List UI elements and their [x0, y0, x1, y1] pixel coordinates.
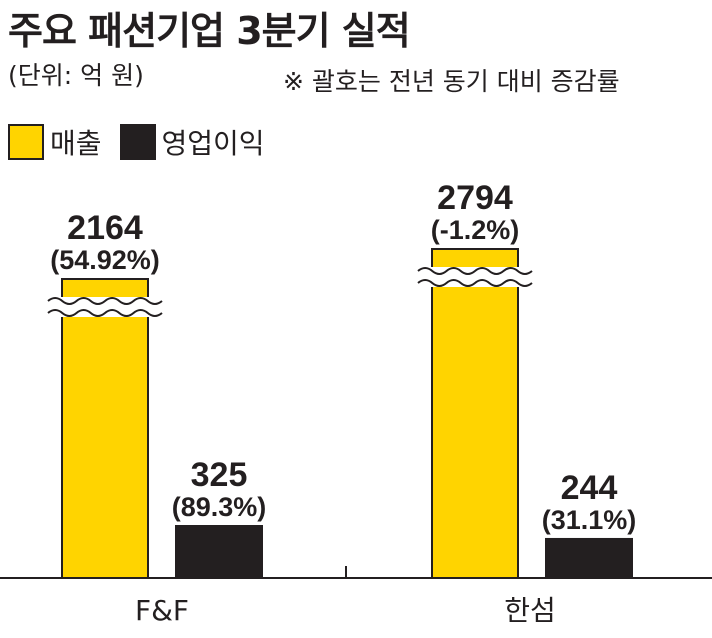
data-label-value-sales-ff: 2164 — [67, 209, 143, 247]
legend-swatch-sales — [8, 124, 44, 160]
unit-label: (단위: 억 원) — [8, 61, 144, 90]
data-label-value-sales-hansum: 2794 — [437, 179, 513, 217]
bar-operating-profit-ff — [175, 525, 263, 579]
axis-break-line-top-ff — [47, 297, 163, 305]
axis-break-band-hansum — [430, 267, 520, 287]
legend-item-sales: 매출 — [8, 122, 102, 162]
data-label-change-operating-profit-hansum: (31.1%) — [542, 505, 637, 535]
x-tick-label-ff: F&F — [135, 594, 189, 627]
legend-item-operating-profit: 영업이익 — [119, 122, 265, 162]
bar-operating-profit-hansum — [545, 537, 633, 580]
legend-label-operating-profit: 영업이익 — [161, 127, 265, 160]
data-label-value-operating-profit-ff: 325 — [191, 456, 248, 494]
legend: 매출 영업이익 — [8, 122, 283, 162]
data-label-change-operating-profit-ff: (89.3%) — [172, 492, 267, 522]
bar-sales-hansum — [431, 248, 519, 579]
x-tick-label-hansum: 한섬 — [504, 594, 556, 627]
axis-break-line-bottom-hansum — [417, 279, 533, 287]
data-label-change-sales-hansum: (-1.2%) — [431, 215, 520, 245]
axis-break-line-top-hansum — [417, 267, 533, 275]
data-label-value-operating-profit-hansum: 244 — [561, 469, 618, 507]
axis-break-line-bottom-ff — [47, 309, 163, 317]
data-label-change-sales-ff: (54.92%) — [50, 245, 160, 275]
axis-break-band-ff — [60, 297, 150, 317]
chart-title: 주요 패션기업 3분기 실적 — [8, 9, 411, 53]
legend-label-sales: 매출 — [50, 127, 102, 160]
footnote: ※ 괄호는 전년 동기 대비 증감률 — [283, 67, 620, 96]
bar-sales-ff — [61, 278, 149, 579]
legend-swatch-operating-profit — [119, 124, 156, 160]
